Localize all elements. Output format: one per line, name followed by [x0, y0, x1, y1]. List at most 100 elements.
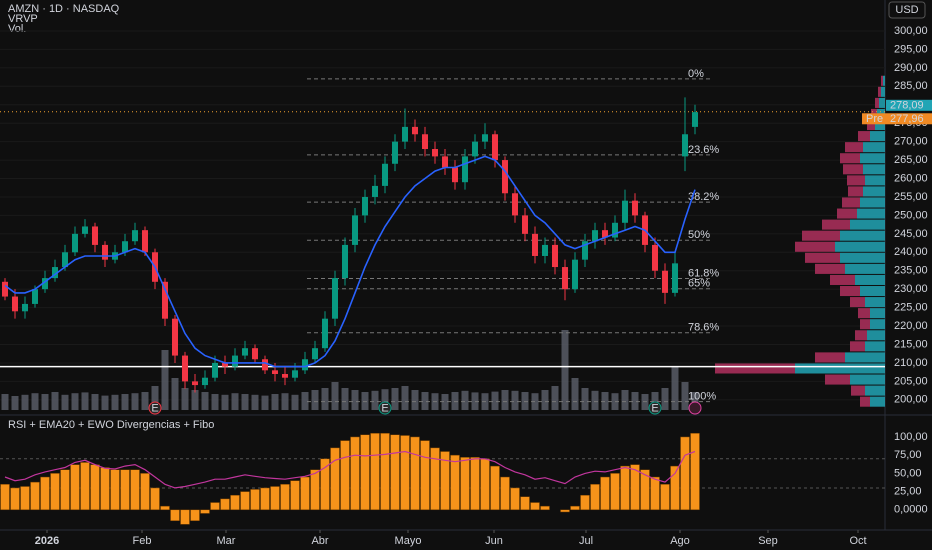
volume-bar — [421, 392, 429, 410]
price-tag — [886, 99, 932, 111]
oscillator-bar — [440, 451, 450, 511]
profile-down — [795, 241, 835, 252]
oscillator-bar — [450, 454, 460, 511]
candle-body — [552, 244, 558, 268]
y-tick-label: 205,00 — [894, 375, 928, 387]
profile-down — [805, 252, 840, 263]
volume-bar — [661, 388, 669, 410]
oscillator-bar — [10, 487, 20, 511]
oscillator-bar — [260, 487, 270, 511]
y-tick-label: 50,00 — [894, 467, 922, 479]
candle-body — [352, 215, 358, 245]
oscillator-bar — [320, 458, 330, 511]
y-tick-label: 0,0000 — [894, 504, 928, 516]
volume-bar — [101, 395, 109, 410]
pre-tag-name: Pre — [866, 113, 883, 125]
y-tick-label: 200,00 — [894, 394, 928, 406]
candle-body — [162, 281, 168, 319]
profile-up — [860, 285, 885, 297]
profile-up — [845, 352, 885, 363]
profile-up — [867, 330, 885, 341]
candle-body — [2, 281, 8, 297]
profile-down — [867, 120, 875, 131]
y-tick-label: 255,00 — [894, 191, 928, 203]
candle-body — [502, 160, 508, 194]
profile-up — [879, 97, 885, 108]
volume-bar — [71, 393, 79, 410]
x-tick-label: Abr — [311, 535, 328, 547]
volume-bar — [111, 394, 119, 410]
oscillator-bar — [240, 491, 250, 511]
oscillator-bar — [300, 476, 310, 511]
oscillator-bar — [220, 498, 230, 511]
profile-up — [795, 363, 885, 374]
event-marker — [148, 401, 162, 415]
volume-bar — [681, 382, 689, 410]
candle-body — [382, 163, 388, 186]
oscillator-bar — [560, 509, 570, 513]
volume-bar — [621, 390, 629, 410]
volume-bar — [491, 391, 499, 410]
profile-down — [845, 142, 863, 153]
oscillator-bar — [120, 469, 130, 511]
profile-down — [858, 131, 870, 142]
volume-bar — [521, 392, 529, 410]
profile-up — [863, 164, 885, 175]
candle-body — [492, 134, 498, 161]
volume-bar — [651, 392, 659, 410]
y-tick-label: 270,00 — [894, 136, 928, 148]
profile-down — [878, 86, 881, 97]
volume-bar — [351, 390, 359, 410]
profile-up — [863, 186, 885, 197]
volume-bar — [281, 393, 289, 410]
profile-down — [875, 97, 879, 108]
candle-body — [72, 233, 78, 253]
candle-body — [262, 359, 268, 371]
candle-body — [192, 381, 198, 386]
volume-bar — [331, 382, 339, 410]
oscillator-bar — [30, 481, 40, 511]
currency-button[interactable] — [888, 1, 926, 19]
y-tick-label: 250,00 — [894, 209, 928, 221]
candle-body — [472, 141, 478, 157]
event-marker — [378, 401, 392, 415]
candle-body — [182, 355, 188, 382]
oscillator-bar — [390, 434, 400, 511]
oscillator-title: RSI + EMA20 + EWO Divergencias + Fibo — [8, 419, 214, 431]
ema-line — [4, 155, 696, 368]
candle-body — [442, 156, 448, 168]
profile-up — [835, 241, 885, 252]
candle-body — [392, 141, 398, 164]
candle-body — [252, 348, 258, 360]
volume-bar — [441, 394, 449, 410]
oscillator-bar — [650, 476, 660, 511]
oscillator-bar — [230, 494, 240, 511]
oscillator-bar — [410, 436, 420, 511]
candle-body — [562, 267, 568, 290]
oscillator-bar — [100, 467, 110, 511]
oscillator-bar — [360, 434, 370, 511]
x-tick-label: Feb — [133, 535, 152, 547]
oscillator-bar — [420, 440, 430, 511]
candle-body — [62, 252, 68, 268]
currency-label[interactable]: USD — [895, 4, 918, 16]
candle-body — [612, 222, 618, 238]
profile-down — [848, 186, 863, 197]
volume-bar — [581, 388, 589, 410]
volume-bar — [321, 388, 329, 410]
profile-up — [860, 153, 885, 164]
pre-tag-label: 277,96 — [890, 113, 924, 125]
volume-bar — [551, 386, 559, 410]
volume-bar — [591, 390, 599, 410]
volume-bar — [461, 390, 469, 410]
candle-body — [302, 359, 308, 371]
y-tick-label: 220,00 — [894, 320, 928, 332]
profile-up — [875, 120, 885, 131]
oscillator-bar — [0, 484, 10, 511]
profile-up — [845, 263, 885, 274]
volume-bar — [501, 390, 509, 410]
oscillator-bar — [250, 489, 260, 511]
volume-bar — [451, 392, 459, 410]
candle-body — [22, 303, 28, 312]
candle-body — [672, 263, 678, 293]
